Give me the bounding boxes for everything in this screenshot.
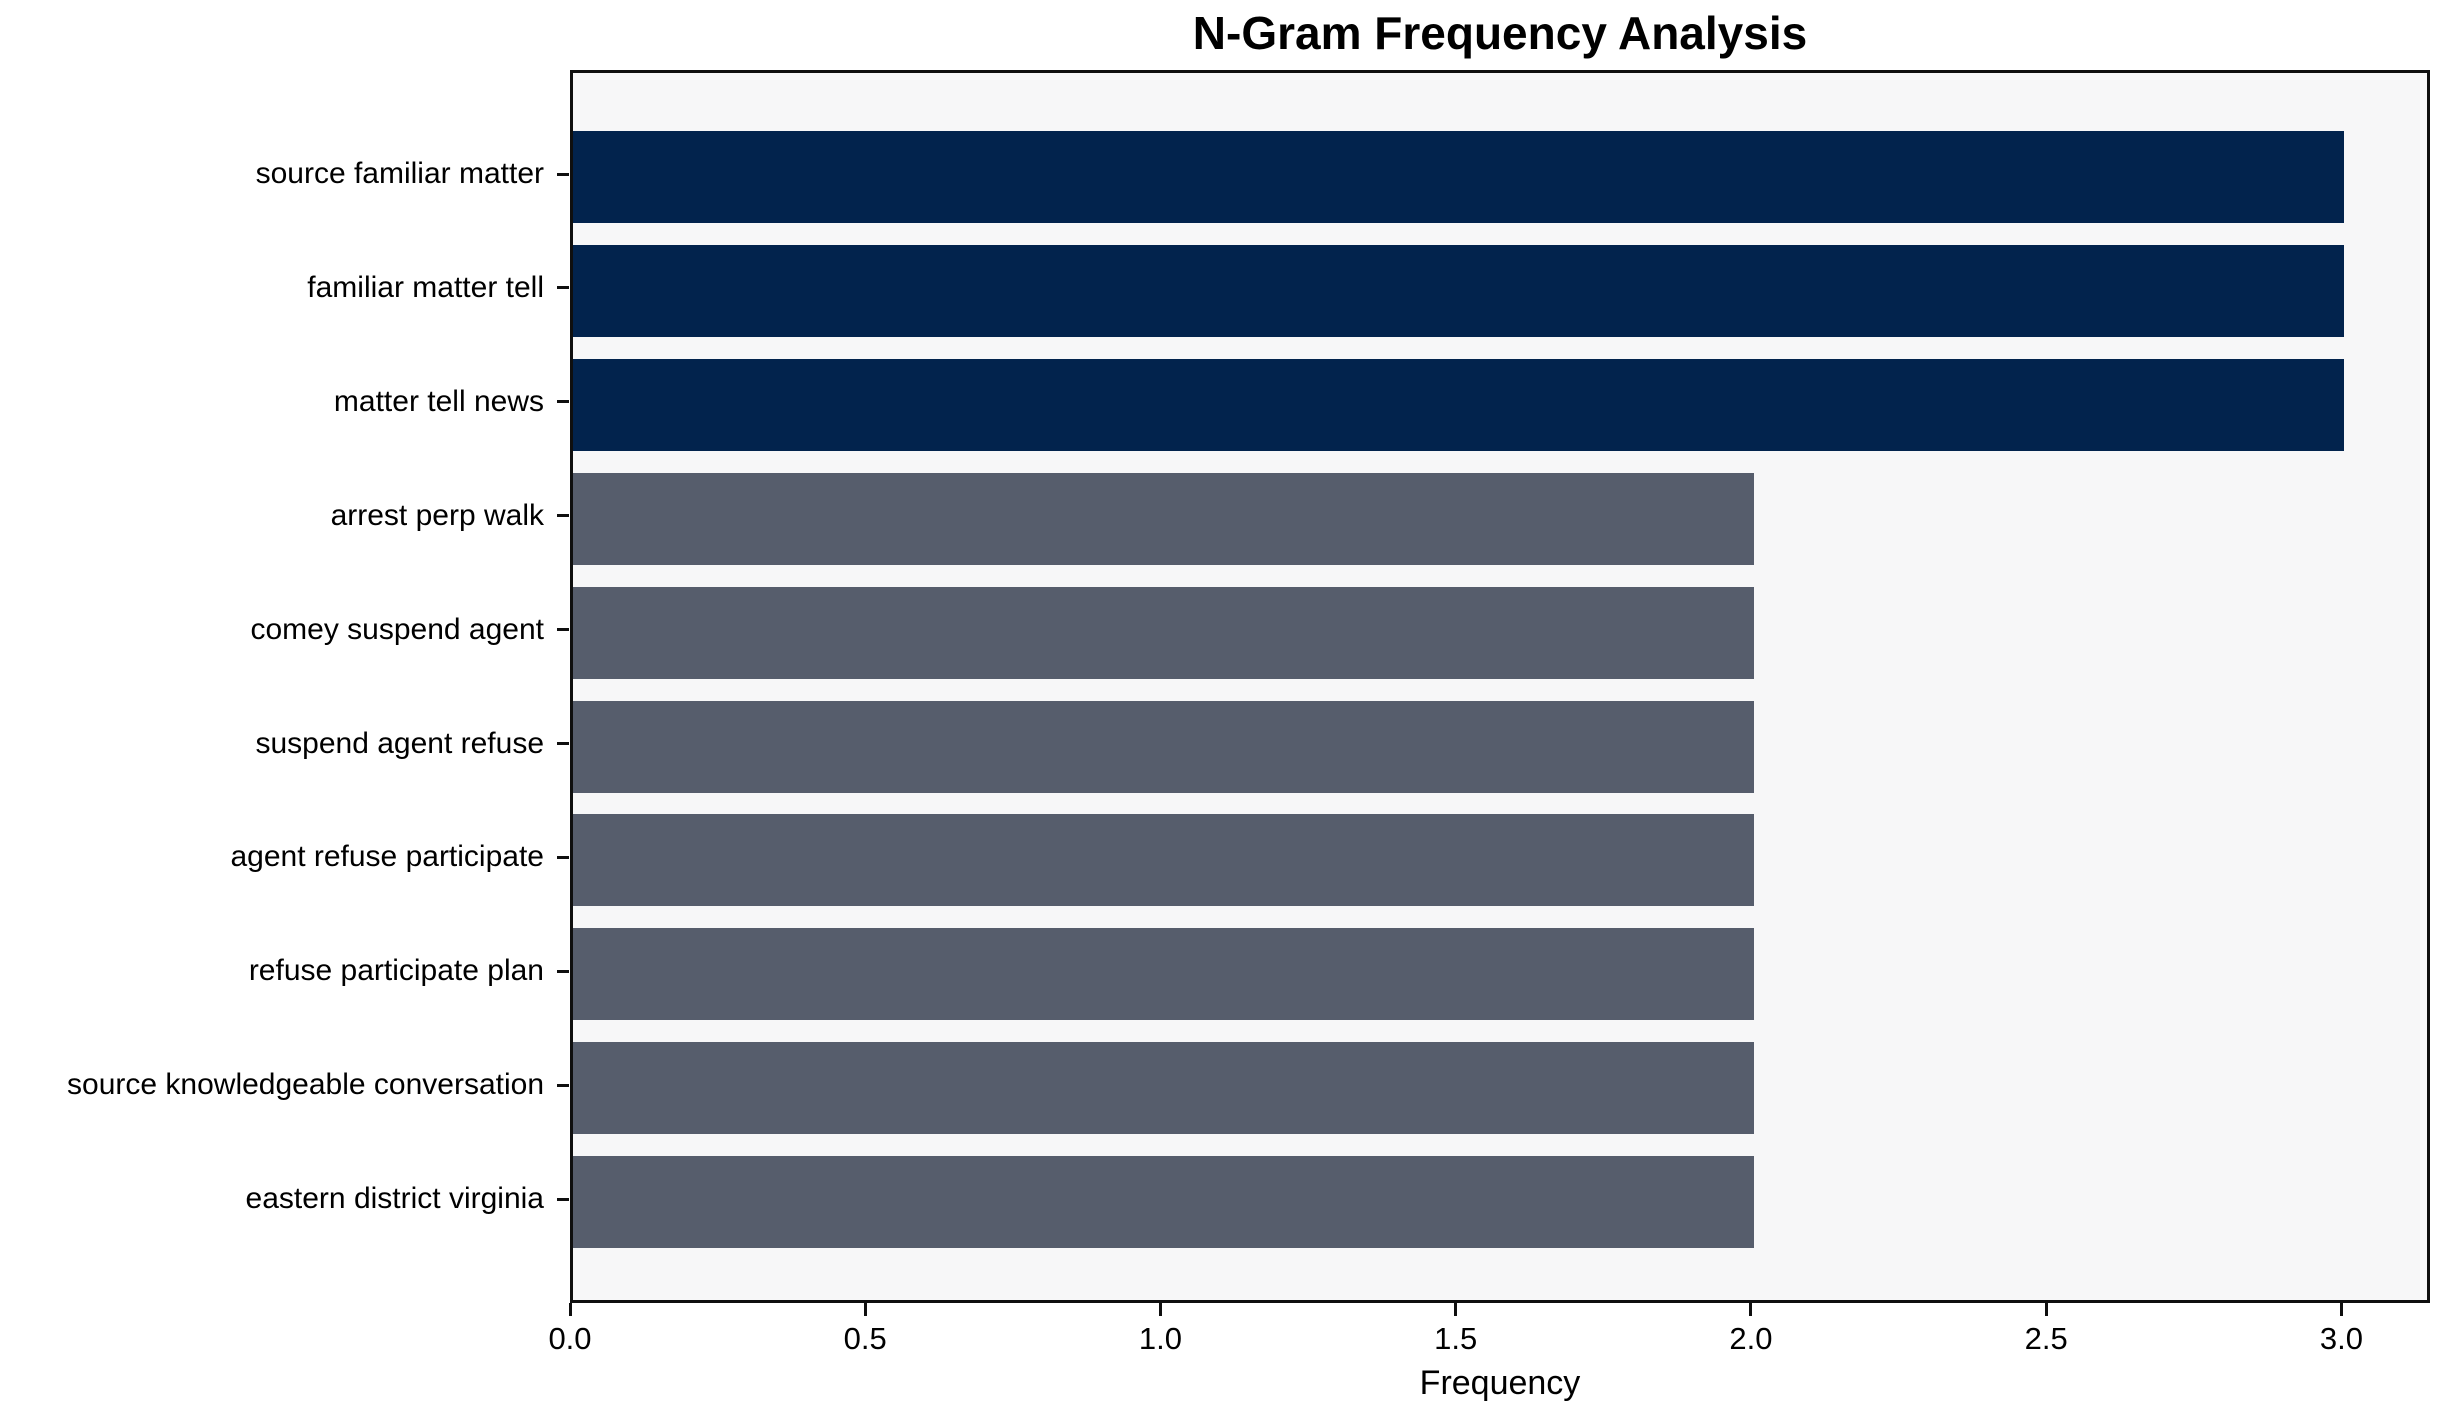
y-tick-label: comey suspend agent <box>250 612 544 646</box>
x-tick-label: 1.5 <box>1434 1321 1478 1356</box>
x-tick-label: 1.0 <box>1138 1321 1183 1356</box>
bar <box>573 131 2345 223</box>
y-tick-mark <box>557 855 569 859</box>
bar <box>573 1156 1754 1249</box>
x-tick-mark <box>1454 1303 1458 1316</box>
bar <box>573 814 1754 907</box>
x-tick-mark <box>2044 1303 2048 1316</box>
y-tick-mark <box>557 514 569 518</box>
x-tick-label: 0.5 <box>843 1321 887 1356</box>
plot-area <box>570 70 2430 1303</box>
bar <box>573 1042 1754 1135</box>
bar <box>573 586 1754 679</box>
bar <box>573 472 1754 565</box>
y-tick-mark <box>557 1083 569 1087</box>
x-tick-label: 2.5 <box>2024 1321 2068 1356</box>
y-tick-mark <box>557 286 569 290</box>
bar <box>573 358 2345 451</box>
x-tick-label: 2.0 <box>1729 1321 1773 1356</box>
y-tick-mark <box>557 1197 569 1201</box>
y-tick-mark <box>557 400 569 404</box>
x-tick-mark <box>1158 1303 1162 1316</box>
y-tick-label: familiar matter tell <box>307 270 544 304</box>
x-tick-mark <box>568 1303 572 1316</box>
y-tick-mark <box>557 172 569 176</box>
bar <box>573 928 1754 1021</box>
x-tick-label: 0.0 <box>548 1321 592 1356</box>
x-tick-mark <box>1749 1303 1753 1316</box>
y-tick-label: refuse participate plan <box>248 954 544 988</box>
y-tick-label: eastern district virginia <box>245 1182 544 1216</box>
chart-title: N-Gram Frequency Analysis <box>1192 7 1808 59</box>
y-tick-mark <box>557 628 569 632</box>
x-axis-label: Frequency <box>1419 1364 1581 1402</box>
y-tick-label: source familiar matter <box>255 157 544 190</box>
y-tick-label: suspend agent refuse <box>255 726 544 760</box>
bar <box>573 244 2345 337</box>
y-tick-mark <box>557 969 569 973</box>
x-tick-mark <box>2339 1303 2343 1316</box>
bar <box>573 700 1754 793</box>
x-tick-mark <box>863 1303 867 1316</box>
y-tick-label: arrest perp walk <box>330 498 544 532</box>
y-tick-label: agent refuse participate <box>230 840 544 874</box>
x-tick-label: 3.0 <box>2319 1321 2363 1356</box>
y-tick-label: source knowledgeable conversation <box>67 1068 544 1102</box>
y-tick-label: matter tell news <box>333 384 544 418</box>
y-tick-mark <box>557 742 569 745</box>
